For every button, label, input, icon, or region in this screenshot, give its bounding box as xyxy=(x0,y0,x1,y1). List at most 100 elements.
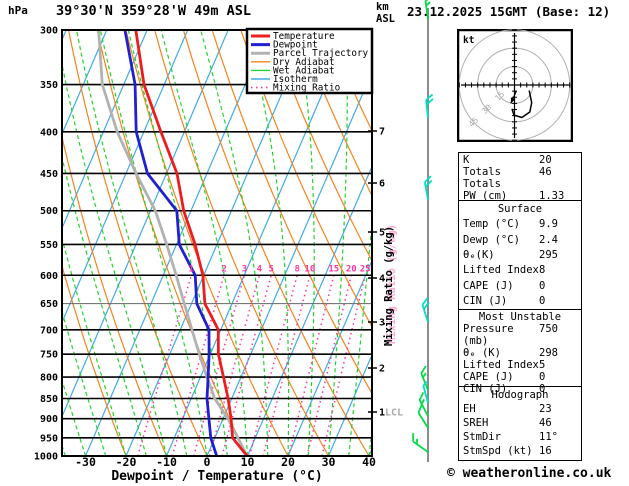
pressure-tick-label: 850 xyxy=(40,394,58,405)
stat-value: 0 xyxy=(539,383,546,395)
stat-value: 2.4 xyxy=(539,233,558,246)
stats-section: Hodograph EH 23 SREH 46 StmDir 11° StmSpd (kt) 1… xyxy=(458,385,582,461)
pressure-tick-label: 950 xyxy=(40,433,58,444)
stat-row: StmDir 11° xyxy=(463,431,577,443)
stat-row: CIN (J) 0 xyxy=(463,295,577,307)
legend-item-label: Parcel Trajectory xyxy=(273,48,369,59)
stat-row: StmSpd (kt) 16 xyxy=(463,445,577,457)
stat-row: CAPE (J) 0 xyxy=(463,371,577,383)
mixing-ratio-value: 15 xyxy=(328,264,339,274)
hodograph-trace xyxy=(511,90,533,119)
stat-label: PW (cm) xyxy=(463,190,508,202)
pressure-tick-label: 550 xyxy=(40,240,58,251)
stat-label: Temp (°C) xyxy=(463,218,520,231)
stats-panel: K 20 Totals Totals 46 PW (cm) 1.33 Surface Temp… xyxy=(458,152,582,461)
stat-row: K 20 xyxy=(463,154,577,166)
km-label: km xyxy=(376,1,389,13)
mixing-ratio-value: 10 xyxy=(305,264,316,274)
stat-row: SREH 46 xyxy=(463,417,577,429)
stat-value: 8 xyxy=(539,264,546,277)
mixing-ratio-axis-label: Mixing Ratio (g/kg) xyxy=(383,226,395,346)
stat-label: θₑ (K) xyxy=(463,347,501,359)
stat-value: 0 xyxy=(539,294,546,307)
pressure-tick-label: 300 xyxy=(40,26,58,37)
pressure-tick-label: 400 xyxy=(40,127,58,138)
stat-value: 20 xyxy=(539,154,552,166)
mixing-ratio-labels: 1 2 3 4 5 8 10 15 20 25 xyxy=(189,264,371,274)
mixing-ratio-value: 5 xyxy=(269,264,274,274)
pressure-axis-unit: hPa xyxy=(8,4,28,17)
stat-row: Pressure (mb) 750 xyxy=(463,323,577,347)
wind-barb xyxy=(420,365,429,391)
mixing-ratio-value: 20 xyxy=(346,264,357,274)
wind-barb xyxy=(425,93,434,119)
temp-tick-label: 20 xyxy=(281,455,295,469)
km-tick-label: 2 xyxy=(379,364,385,375)
pressure-tick-label: 500 xyxy=(40,206,58,217)
km-axis-ticks: 7 6 5 4 3 2 1LCL xyxy=(368,127,403,419)
run-datetime: 23.12.2025 15GMT (Base: 12) xyxy=(407,4,611,19)
wind-barb xyxy=(422,380,429,404)
pressure-tick-label: 800 xyxy=(40,373,58,384)
stat-label: K xyxy=(463,154,470,166)
mixing-ratio-axis-label-ghost: Mixing Ratio (g/kg) xyxy=(386,224,398,344)
legend-item-label: Dewpoint xyxy=(273,40,318,51)
stat-value: 0 xyxy=(539,279,546,292)
wind-barb xyxy=(421,297,430,323)
wind-barb xyxy=(418,392,429,417)
temp-tick-label: 0 xyxy=(204,455,211,469)
stat-value: 9.9 xyxy=(539,218,558,231)
stat-row: Temp (°C) 9.9 xyxy=(463,218,577,230)
stat-row: EH 23 xyxy=(463,403,577,415)
temperature-curve xyxy=(134,30,249,456)
pressure-tick-label: 650 xyxy=(40,299,58,310)
mixing-ratio-value: 25 xyxy=(360,264,371,274)
pressure-tick-label: 750 xyxy=(40,350,58,361)
stat-section-title: Most Unstable xyxy=(478,311,562,323)
km-tick-label: 3 xyxy=(379,318,385,329)
asl-label: ASL xyxy=(376,13,395,25)
stat-section-title: Hodograph xyxy=(491,388,549,401)
stat-label: Dewp (°C) xyxy=(463,233,520,246)
mixing-ratio-value: 1 xyxy=(189,264,194,274)
pressure-tick-label: 600 xyxy=(40,271,58,282)
stat-row: Totals Totals 46 xyxy=(463,166,577,190)
stat-label: Lifted Index xyxy=(463,264,539,277)
stat-row: Lifted Index 8 xyxy=(463,264,577,276)
sounding-curves xyxy=(97,30,249,456)
dewpoint-curve xyxy=(123,30,219,456)
stat-label: CIN (J) xyxy=(463,383,508,395)
temp-tick-label: -30 xyxy=(75,455,96,469)
hodograph-unit-label: kt xyxy=(463,35,474,46)
stat-value: 16 xyxy=(539,445,552,458)
km-tick-label: 1LCL xyxy=(379,408,403,419)
stat-label: CAPE (J) xyxy=(463,371,514,383)
stat-label: θₑ(K) xyxy=(463,248,495,261)
stat-label: Totals Totals xyxy=(463,166,501,190)
km-tick-label: 5 xyxy=(379,228,385,239)
stat-value: 46 xyxy=(539,416,552,429)
stat-label: CAPE (J) xyxy=(463,279,514,292)
stat-label: SREH xyxy=(463,416,489,429)
temp-axis-title: Dewpoint / Temperature (°C) xyxy=(111,469,322,484)
km-tick-label: 7 xyxy=(379,127,385,138)
mixing-ratio-value: 8 xyxy=(294,264,299,274)
wind-barb xyxy=(423,175,433,201)
legend-item-label: Temperature xyxy=(273,31,335,42)
wind-barb xyxy=(417,404,429,429)
stat-row: CIN (J) 0 xyxy=(463,383,577,395)
stats-section: Most Unstable Pressure (mb) 750 θₑ (K) 298 Li… xyxy=(458,309,582,395)
stat-value: 750 xyxy=(539,323,558,335)
wind-barb xyxy=(412,433,429,453)
stat-value: 295 xyxy=(539,248,558,261)
stat-value: 23 xyxy=(539,402,552,415)
isotherm-lines xyxy=(62,30,372,456)
mixing-ratio-value: 4 xyxy=(257,264,263,274)
pressure-tick-label: 350 xyxy=(40,80,58,91)
stat-row: CAPE (J) 0 xyxy=(463,280,577,292)
stat-label: CIN (J) xyxy=(463,294,508,307)
stat-row: Lifted Index 5 xyxy=(463,359,577,371)
